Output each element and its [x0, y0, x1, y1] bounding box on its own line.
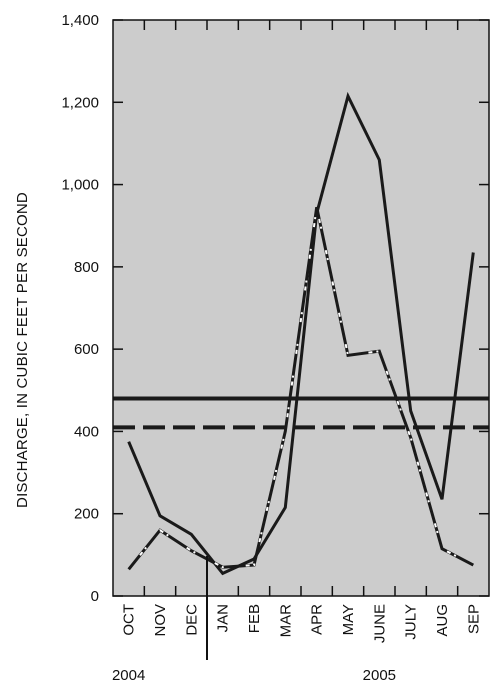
- y-tick-label: 400: [74, 423, 99, 440]
- x-tick-label: DEC: [183, 604, 200, 636]
- year-label: 2005: [363, 667, 396, 684]
- y-tick-label: 200: [74, 506, 99, 523]
- year-label: 2004: [112, 667, 145, 684]
- x-tick-label: JUNE: [371, 604, 388, 643]
- y-tick-label: 1,400: [61, 12, 99, 29]
- x-tick-label: FEB: [246, 604, 263, 633]
- x-tick-label: JAN: [215, 604, 232, 632]
- series-line-dash-dot-pattern: [127, 206, 474, 570]
- y-tick-label: 1,200: [61, 94, 99, 111]
- x-tick-label: MAY: [340, 604, 357, 635]
- y-axis-title: DISCHARGE, IN CUBIC FEET PER SECOND: [14, 192, 31, 508]
- x-tick-label: OCT: [121, 604, 138, 636]
- x-tick-label: AUG: [434, 604, 451, 637]
- series-line-solid: [127, 91, 475, 576]
- x-tick-label: NOV: [152, 604, 169, 637]
- y-tick-label: 800: [74, 259, 99, 276]
- x-tick-label: MAR: [277, 604, 294, 638]
- y-tick-label: 0: [91, 588, 99, 605]
- plot-background: [113, 20, 489, 596]
- x-tick-label: JULY: [403, 604, 420, 640]
- x-tick-label: APR: [309, 604, 326, 635]
- y-tick-label: 600: [74, 341, 99, 358]
- x-tick-label: SEP: [465, 604, 482, 634]
- y-tick-label: 1,000: [61, 177, 99, 194]
